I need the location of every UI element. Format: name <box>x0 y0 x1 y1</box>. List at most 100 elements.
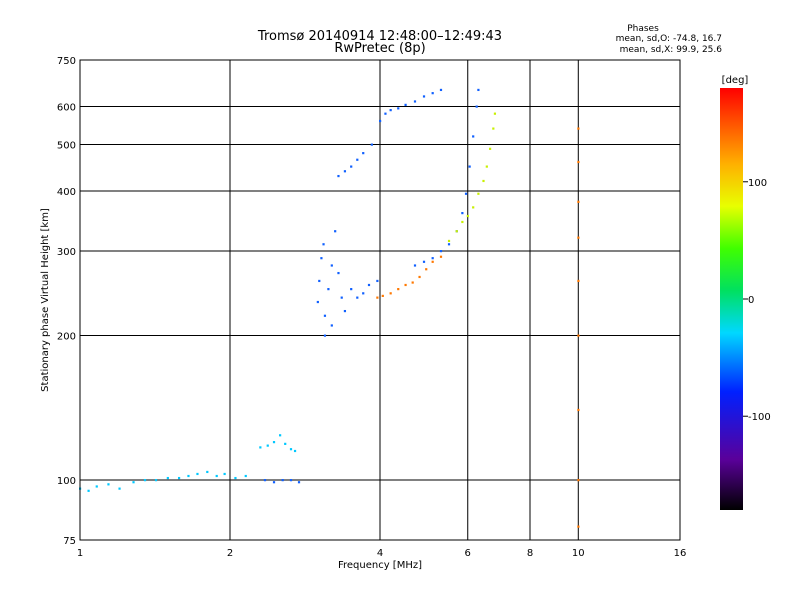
chart-subtitle: RwPretec (8p) <box>334 41 425 56</box>
data-point <box>577 160 580 164</box>
data-point <box>367 283 371 287</box>
data-point <box>475 105 478 108</box>
data-point <box>87 489 90 492</box>
data-point <box>468 165 471 168</box>
y-tick-label: 75 <box>63 536 76 547</box>
x-axis-label: Frequency [MHz] <box>338 560 422 571</box>
y-axis-label: Stationary phase Virtual Height [km] <box>40 208 51 392</box>
data-point <box>362 152 365 155</box>
data-points <box>79 88 580 528</box>
colorbar-tick-label: 100 <box>748 178 767 189</box>
data-point <box>316 300 319 304</box>
data-point <box>577 236 580 239</box>
data-point <box>455 230 458 233</box>
y-tick-label: 500 <box>57 141 76 152</box>
x-tick-label: 2 <box>227 548 233 559</box>
data-point <box>389 109 392 112</box>
data-point <box>143 479 147 482</box>
data-point <box>397 107 400 110</box>
data-point <box>489 147 492 150</box>
data-point <box>381 294 384 297</box>
data-point <box>323 314 327 317</box>
data-point <box>166 476 169 480</box>
data-point <box>577 479 580 482</box>
y-tick-label: 300 <box>57 247 76 258</box>
data-point <box>464 192 468 195</box>
data-point <box>379 119 382 123</box>
data-point <box>477 88 480 92</box>
data-point <box>439 250 443 253</box>
colorbar-tick-label: 0 <box>748 295 754 306</box>
y-tick-label: 100 <box>57 476 76 487</box>
y-tick-label: 600 <box>57 103 76 114</box>
phase-stats-x: mean, sd,X: 99.9, 25.6 <box>620 45 723 55</box>
data-point <box>323 334 327 337</box>
x-tick-label: 10 <box>572 548 585 559</box>
y-tick-label: 400 <box>57 187 76 198</box>
data-point <box>340 296 343 299</box>
x-tick-label: 4 <box>377 548 383 559</box>
data-point <box>472 206 475 209</box>
data-point <box>297 481 301 484</box>
data-point <box>318 279 321 283</box>
data-point <box>397 288 400 291</box>
data-point <box>263 479 267 482</box>
x-tick-labels: 1 2 4 6 8 10 16 <box>77 548 687 559</box>
data-point <box>322 243 325 246</box>
data-point <box>577 200 580 203</box>
data-point <box>350 165 353 168</box>
data-point <box>337 174 340 178</box>
data-point <box>413 100 417 103</box>
data-point <box>422 95 426 98</box>
x-tick-label: 16 <box>674 548 687 559</box>
data-point <box>154 479 158 482</box>
data-point <box>425 268 428 271</box>
data-point <box>384 112 387 115</box>
data-point <box>422 260 426 263</box>
data-point <box>477 192 480 195</box>
data-point <box>215 474 218 478</box>
plot-frame <box>79 59 681 541</box>
x-tick-label: 1 <box>77 548 83 559</box>
data-point <box>334 230 337 233</box>
data-point <box>289 448 293 451</box>
phase-stats-heading: Phases <box>627 24 659 34</box>
data-point <box>485 165 488 168</box>
data-point <box>482 179 485 183</box>
y-tick-label: 750 <box>57 56 76 67</box>
data-point <box>461 220 464 224</box>
data-point <box>272 481 276 484</box>
data-point <box>431 260 434 263</box>
x-tick-label: 6 <box>465 548 471 559</box>
data-point <box>431 257 434 260</box>
data-point <box>289 479 293 482</box>
phase-stats-o: mean, sd,O: -74.8, 16.7 <box>616 34 722 44</box>
data-point <box>439 255 443 258</box>
data-point <box>279 434 282 437</box>
data-point <box>447 239 451 243</box>
data-point <box>206 470 209 474</box>
data-point <box>577 279 580 283</box>
data-point <box>320 257 323 260</box>
data-point <box>284 442 287 445</box>
x-tick-label: 8 <box>527 548 533 559</box>
data-point <box>293 449 297 453</box>
data-point <box>187 474 190 478</box>
data-point <box>466 214 469 218</box>
data-point <box>376 279 379 283</box>
data-point <box>356 296 359 299</box>
data-point <box>413 264 417 267</box>
data-point <box>370 143 373 146</box>
data-point <box>107 483 110 486</box>
y-tick-labels: 75 100 200 300 400 500 600 750 <box>57 56 76 547</box>
data-point <box>577 334 580 337</box>
data-point <box>343 170 347 173</box>
colorbar-tick-label: -100 <box>748 412 771 423</box>
data-point <box>492 127 495 130</box>
data-point <box>389 292 392 295</box>
y-tick-label: 200 <box>57 332 76 343</box>
data-point <box>330 324 333 327</box>
colorbar <box>720 88 743 510</box>
data-point <box>439 88 443 92</box>
